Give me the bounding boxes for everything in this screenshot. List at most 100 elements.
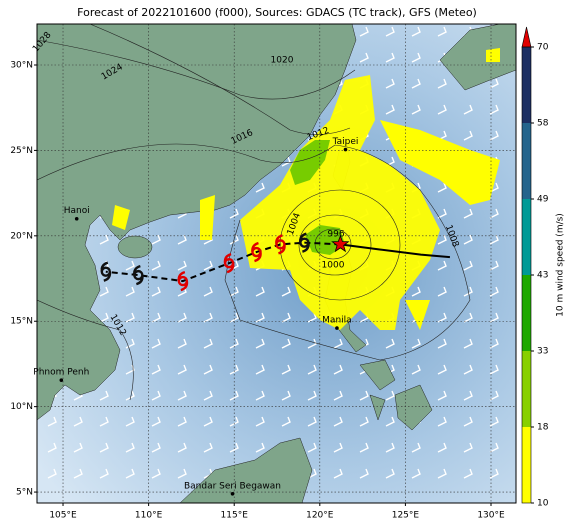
- wind-barb: [411, 78, 421, 89]
- wind-barb: [437, 416, 447, 427]
- lon-tick-label: 105°E: [49, 511, 77, 521]
- land-china: [37, 24, 357, 421]
- colorbar-tick-label: 43: [537, 271, 548, 281]
- wind-barb: [99, 416, 109, 427]
- wind-barb: [359, 442, 369, 453]
- wind-barb: [463, 260, 473, 271]
- colorbar-segment: [522, 427, 531, 503]
- wind-barb: [333, 468, 343, 479]
- isobar: [37, 299, 134, 401]
- wind-barb: [385, 468, 395, 479]
- wind-barb: [463, 286, 473, 297]
- land-hainan: [117, 235, 153, 259]
- wind-barb: [463, 468, 473, 479]
- lon-tick-label: 115°E: [221, 511, 249, 521]
- wind-barb: [203, 416, 213, 427]
- city-marker: [74, 216, 79, 221]
- wind-barb: [437, 26, 447, 37]
- wind-barb: [177, 338, 187, 349]
- title: Forecast of 2022101600 (f000), Sources: …: [77, 6, 477, 19]
- city-label: Bandar Seri Begawan: [184, 481, 281, 491]
- wind-barb: [229, 364, 239, 375]
- wind-barb: [177, 364, 187, 375]
- wind-barb: [229, 208, 239, 219]
- storm-marker: [177, 270, 189, 292]
- wind-barb: [489, 286, 499, 297]
- wind-barb: [437, 234, 447, 245]
- wind-barb: [203, 260, 213, 271]
- wind-barb: [229, 234, 239, 245]
- wind-barb: [489, 260, 499, 271]
- wind-barb: [125, 364, 135, 375]
- wind-barb: [359, 390, 369, 401]
- city-marker: [230, 491, 235, 496]
- city-label: Taipei: [332, 137, 359, 147]
- wind-barb: [151, 312, 161, 323]
- wind-barb: [99, 286, 109, 297]
- lon-tick-label: 130°E: [477, 511, 505, 521]
- wind-barb: [99, 442, 109, 453]
- wind-barb: [125, 390, 135, 401]
- wind-barb: [307, 442, 317, 453]
- wind-barb: [229, 442, 239, 453]
- isobar: [298, 214, 372, 276]
- wind-barb: [489, 78, 499, 89]
- wind-barb: [411, 364, 421, 375]
- colorbar-segment: [522, 351, 531, 427]
- wind-barb: [177, 390, 187, 401]
- wind-barb: [437, 312, 447, 323]
- wind-barb: [489, 338, 499, 349]
- lat-tick-label: 30°N: [10, 60, 33, 70]
- wind-barb: [489, 468, 499, 479]
- isobar: [89, 24, 351, 135]
- wind-barb: [385, 104, 395, 115]
- colorbar-tick-label: 18: [537, 423, 549, 433]
- wind-barb: [281, 416, 291, 427]
- wind-barb: [385, 52, 395, 63]
- wind-barb: [255, 442, 265, 453]
- wind-barb: [255, 364, 265, 375]
- forecast-track: [105, 241, 341, 283]
- wind-barb: [463, 234, 473, 245]
- wind-barb: [73, 468, 83, 479]
- map-area: [37, 24, 516, 503]
- wind-barb: [489, 364, 499, 375]
- wind-barb: [385, 390, 395, 401]
- wind-barb: [177, 260, 187, 271]
- wind-barb: [47, 416, 57, 427]
- wind-barb: [255, 416, 265, 427]
- wind-area: [290, 140, 345, 255]
- wind-barb: [229, 286, 239, 297]
- wind-barb: [489, 182, 499, 193]
- wind-barb: [411, 104, 421, 115]
- storm-marker: [251, 241, 262, 263]
- wind-barb: [177, 416, 187, 427]
- wind-barb: [229, 416, 239, 427]
- wind-barb: [385, 442, 395, 453]
- wind-barb: [47, 442, 57, 453]
- wind-barb: [151, 442, 161, 453]
- wind-barb: [203, 286, 213, 297]
- wind-barb: [385, 338, 395, 349]
- lat-tick-label: 10°N: [10, 402, 33, 412]
- storm-marker: [100, 261, 112, 282]
- wind-barb: [463, 390, 473, 401]
- wind-barb: [359, 52, 369, 63]
- map-frame: [36, 23, 517, 504]
- wind-barb: [281, 156, 291, 167]
- wind-barb: [203, 442, 213, 453]
- colorbar-segment: [522, 123, 531, 199]
- wind-barb: [151, 416, 161, 427]
- wind-barb: [437, 286, 447, 297]
- wind-barb: [255, 390, 265, 401]
- wind-barb: [229, 338, 239, 349]
- wind-barb: [73, 416, 83, 427]
- city-marker: [343, 147, 348, 152]
- wind-barb: [411, 26, 421, 37]
- colorbar-tick-label: 58: [537, 119, 549, 129]
- wind-barb: [73, 442, 83, 453]
- wind-barb: [489, 312, 499, 323]
- wind-barb: [229, 312, 239, 323]
- graticule: [37, 24, 516, 503]
